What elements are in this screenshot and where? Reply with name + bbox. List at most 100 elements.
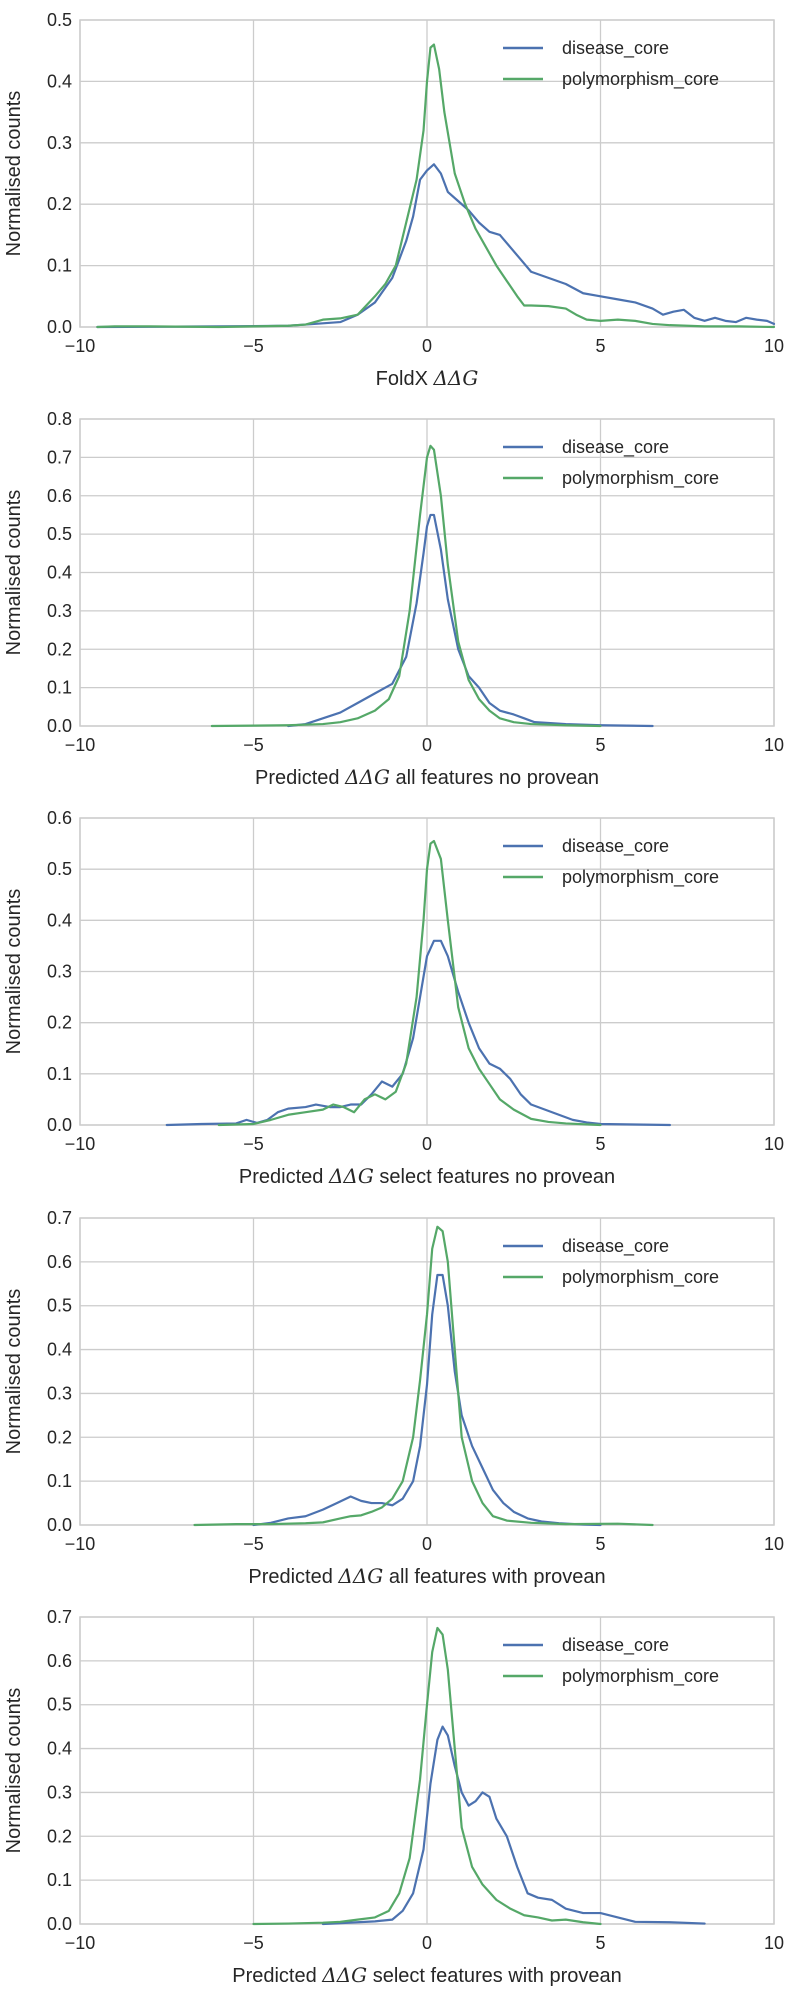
legend-label: disease_core	[562, 836, 669, 857]
y-axis-label: Normalised counts	[3, 1688, 25, 1854]
y-tick-label: 0.2	[47, 1826, 72, 1846]
y-tick-label: 0.4	[47, 1340, 72, 1360]
x-tick-label: 10	[764, 336, 784, 356]
x-tick-label: −5	[243, 735, 264, 755]
x-axis-label-suffix: select features with provean	[367, 1965, 622, 1987]
series-line-disease_core	[252, 1273, 602, 1527]
chart-panel-4: 0.0 0.1 0.2 0.3 0.4 0.5 0.6 0.7 −10 −5 0 5 10 Normali…	[3, 1208, 784, 1588]
y-tick-label: 0.3	[47, 133, 72, 153]
y-tick-label: 0.0	[47, 1115, 72, 1135]
x-tick-label: 0	[422, 1933, 432, 1953]
legend: disease_core polymorphism_core	[503, 437, 719, 489]
y-tick-label: 0.7	[47, 1208, 72, 1228]
y-tick-label: 0.6	[47, 808, 72, 828]
y-tick-label: 0.5	[47, 1296, 72, 1316]
legend-label: polymorphism_core	[562, 1267, 719, 1288]
series-line-polymorphism_core	[96, 43, 776, 329]
x-axis-label: Predicted ΔΔG all features no provean	[255, 765, 599, 789]
x-tick-label: 0	[422, 1534, 432, 1554]
series-line-polymorphism_core	[252, 1626, 602, 1926]
x-axis-label-prefix: Predicted	[232, 1965, 322, 1987]
x-axis-label-math: ΔΔG	[328, 1164, 374, 1188]
x-axis-label-math: ΔΔG	[321, 1963, 367, 1987]
y-tick-label: 0.8	[47, 409, 72, 429]
series-line-disease_core	[96, 163, 776, 329]
x-tick-label: 0	[422, 336, 432, 356]
x-axis-label: Predicted ΔΔG select features with prove…	[232, 1963, 622, 1987]
y-tick-label: 0.1	[47, 1870, 72, 1890]
plot-frame	[79, 418, 775, 727]
y-tick-label: 0.5	[47, 524, 72, 544]
y-tick-label: 0.3	[47, 962, 72, 982]
x-axis-label: FoldX ΔΔG	[376, 366, 479, 390]
y-tick-label: 0.6	[47, 1651, 72, 1671]
plot-frame	[79, 1217, 775, 1526]
y-axis-label: Normalised counts	[3, 1289, 25, 1455]
y-axis-label: Normalised counts	[3, 91, 25, 257]
x-tick-label: −10	[65, 336, 96, 356]
legend: disease_core polymorphism_core	[503, 836, 719, 888]
x-tick-label: 10	[764, 1534, 784, 1554]
x-axis-label-math: ΔΔG	[344, 765, 390, 789]
x-tick-label: 5	[595, 1134, 605, 1154]
y-axis-label: Normalised counts	[3, 889, 25, 1055]
legend: disease_core polymorphism_core	[503, 1635, 719, 1687]
x-axis-label-prefix: Predicted	[239, 1166, 329, 1188]
legend: disease_core polymorphism_core	[503, 1236, 719, 1288]
x-axis-label: Predicted ΔΔG select features no provean	[239, 1164, 615, 1188]
x-axis-label-suffix: all features no provean	[390, 767, 599, 789]
legend-label: polymorphism_core	[562, 69, 719, 90]
x-tick-label: 10	[764, 1134, 784, 1154]
y-tick-label: 0.0	[47, 1914, 72, 1934]
y-tick-label: 0.1	[47, 256, 72, 276]
y-tick-label: 0.7	[47, 1607, 72, 1627]
series-line-disease_core	[165, 939, 671, 1127]
plot-frame	[79, 817, 775, 1126]
x-tick-label: −5	[243, 336, 264, 356]
y-tick-label: 0.2	[47, 194, 72, 214]
legend-label: polymorphism_core	[562, 468, 719, 489]
legend: disease_core polymorphism_core	[503, 38, 719, 90]
y-tick-label: 0.0	[47, 716, 72, 736]
chart-panel-1: 0.0 0.1 0.2 0.3 0.4 0.5 −10 −5 0 5 10 Normalised co…	[3, 10, 784, 390]
y-tick-label: 0.4	[47, 1739, 72, 1759]
y-tick-label: 0.4	[47, 910, 72, 930]
y-tick-label: 0.2	[47, 1427, 72, 1447]
plot-frame	[79, 19, 775, 328]
y-tick-label: 0.0	[47, 1515, 72, 1535]
y-tick-label: 0.4	[47, 71, 72, 91]
x-axis-label-suffix: select features no provean	[374, 1166, 615, 1188]
y-tick-label: 0.0	[47, 317, 72, 337]
x-axis-label-prefix: Predicted	[248, 1566, 338, 1588]
x-tick-label: −5	[243, 1534, 264, 1554]
series-line-polymorphism_core	[217, 839, 602, 1127]
y-tick-label: 0.3	[47, 601, 72, 621]
chart-panel-2: 0.0 0.1 0.2 0.3 0.4 0.5 0.6 0.7 0.8 −10 −5 0 5 10 Norm…	[3, 409, 784, 789]
y-tick-label: 0.6	[47, 486, 72, 506]
x-tick-label: 0	[422, 735, 432, 755]
x-tick-label: −5	[243, 1134, 264, 1154]
series-line-polymorphism_core	[210, 444, 602, 728]
x-tick-label: 10	[764, 1933, 784, 1953]
x-tick-label: 5	[595, 735, 605, 755]
x-axis-label-math: ΔΔG	[337, 1564, 383, 1588]
y-tick-label: 0.2	[47, 1013, 72, 1033]
x-tick-label: −5	[243, 1933, 264, 1953]
x-axis-label-prefix: FoldX	[376, 368, 434, 390]
x-axis-label: Predicted ΔΔG all features with provean	[248, 1564, 605, 1588]
y-tick-label: 0.7	[47, 447, 72, 467]
y-tick-label: 0.6	[47, 1252, 72, 1272]
y-tick-label: 0.1	[47, 1471, 72, 1491]
y-tick-label: 0.1	[47, 678, 72, 698]
chart-panel-3: 0.0 0.1 0.2 0.3 0.4 0.5 0.6 −10 −5 0 5 10 Normalised…	[3, 808, 784, 1188]
legend-label: disease_core	[562, 437, 669, 458]
y-tick-label: 0.3	[47, 1383, 72, 1403]
series-line-disease_core	[321, 1725, 706, 1926]
chart-panel-5: 0.0 0.1 0.2 0.3 0.4 0.5 0.6 0.7 −10 −5 0 5 10 Normali…	[3, 1607, 784, 1987]
y-tick-label: 0.4	[47, 563, 72, 583]
y-tick-label: 0.5	[47, 859, 72, 879]
legend-label: polymorphism_core	[562, 1666, 719, 1687]
y-tick-label: 0.1	[47, 1064, 72, 1084]
x-tick-label: 5	[595, 1933, 605, 1953]
y-tick-label: 0.5	[47, 1695, 72, 1715]
